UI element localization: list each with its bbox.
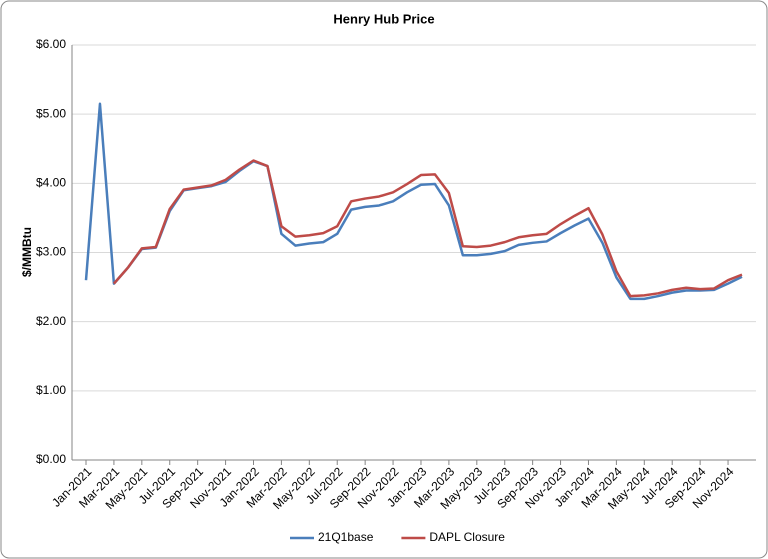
y-axis-label: $/MMBtu — [20, 227, 34, 277]
y-tick-label: $0.00 — [36, 452, 66, 466]
y-tick-label: $6.00 — [36, 37, 66, 51]
y-tick-label: $4.00 — [36, 176, 66, 190]
y-tick-label: $5.00 — [36, 106, 66, 120]
chart-title: Henry Hub Price — [333, 11, 434, 26]
series-line — [112, 159, 743, 298]
y-tick-label: $3.00 — [36, 245, 66, 259]
y-tick-label: $2.00 — [36, 314, 66, 328]
y-tick-label: $1.00 — [36, 383, 66, 397]
legend-label: DAPL Closure — [429, 530, 505, 544]
legend-label: 21Q1base — [318, 530, 374, 544]
